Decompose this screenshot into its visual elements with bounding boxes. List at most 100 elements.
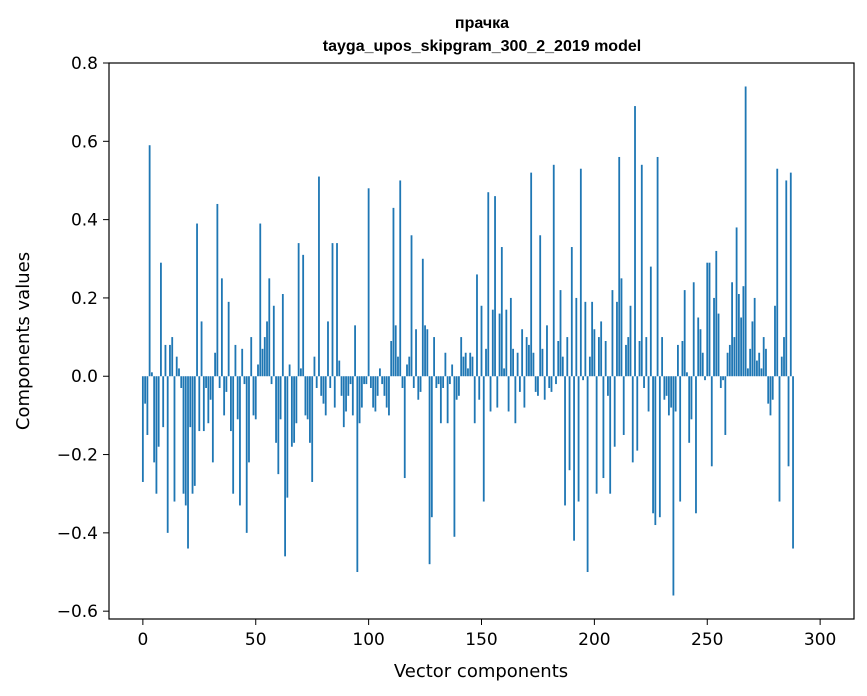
chart-title: прачка xyxy=(455,15,509,32)
x-tick-label: 50 xyxy=(245,630,267,650)
bar xyxy=(643,376,645,388)
bar xyxy=(241,348,244,377)
bar xyxy=(667,376,670,416)
bar xyxy=(746,368,749,377)
bar xyxy=(279,376,282,420)
bar xyxy=(503,368,505,377)
bar xyxy=(444,352,447,377)
bar xyxy=(433,337,435,377)
bar xyxy=(421,258,424,377)
bar xyxy=(306,376,309,420)
bar xyxy=(762,337,765,377)
bar xyxy=(498,313,501,377)
bar xyxy=(719,376,722,388)
bar xyxy=(647,376,650,412)
bar xyxy=(446,376,449,424)
bar xyxy=(767,376,770,404)
x-tick-label: 150 xyxy=(465,630,497,650)
bar xyxy=(272,305,275,377)
bar xyxy=(439,376,442,424)
bar xyxy=(557,341,560,377)
bar xyxy=(722,376,724,381)
bar xyxy=(200,321,203,377)
bar xyxy=(383,376,386,396)
bar xyxy=(281,294,284,377)
bar xyxy=(677,344,679,377)
bar xyxy=(656,156,659,377)
bar xyxy=(735,227,738,377)
bar xyxy=(570,247,573,377)
y-tick-label: −0.2 xyxy=(57,446,98,466)
bar xyxy=(582,376,584,381)
bar xyxy=(670,376,673,408)
bar xyxy=(338,360,341,377)
bar xyxy=(658,376,661,518)
bar xyxy=(649,266,652,377)
bar xyxy=(701,352,704,377)
bar xyxy=(263,337,266,377)
y-axis-label: Components values xyxy=(13,252,34,430)
bar xyxy=(277,376,280,475)
bar xyxy=(299,368,302,377)
bar xyxy=(609,376,612,494)
bar xyxy=(672,376,675,596)
bar xyxy=(695,376,697,514)
bar xyxy=(546,325,548,377)
bar xyxy=(749,348,752,377)
bar xyxy=(789,172,792,377)
bar xyxy=(209,376,212,400)
bar xyxy=(528,344,530,377)
bar xyxy=(374,376,377,412)
bar xyxy=(234,344,237,377)
bar xyxy=(785,180,788,377)
bar xyxy=(214,352,217,377)
bar xyxy=(385,376,388,408)
bar xyxy=(155,376,158,494)
bar xyxy=(342,376,345,428)
bar xyxy=(333,376,336,408)
bar xyxy=(744,86,747,377)
bar xyxy=(566,337,569,377)
bar xyxy=(297,243,300,377)
bar xyxy=(309,376,311,443)
bar xyxy=(169,344,171,377)
bar xyxy=(448,376,451,385)
bar xyxy=(543,376,546,400)
bar xyxy=(392,207,395,377)
bar xyxy=(737,294,740,377)
bar xyxy=(178,368,180,377)
bar xyxy=(611,290,614,377)
bar xyxy=(740,317,743,377)
bar xyxy=(184,376,187,506)
bar xyxy=(236,376,239,420)
bar xyxy=(354,325,356,377)
bar xyxy=(266,321,268,377)
bar xyxy=(586,376,589,573)
bar xyxy=(539,235,542,377)
bar xyxy=(645,337,648,377)
bar xyxy=(485,348,487,377)
bar xyxy=(473,376,476,424)
bar xyxy=(379,368,381,377)
bar xyxy=(458,376,460,396)
bar xyxy=(760,368,763,377)
bar xyxy=(616,301,618,377)
bar xyxy=(518,376,521,392)
bar xyxy=(162,376,165,428)
bar xyxy=(376,376,379,396)
bar xyxy=(674,376,677,412)
bar xyxy=(406,364,408,377)
bar xyxy=(613,376,616,447)
bar xyxy=(706,262,709,377)
bar xyxy=(555,376,557,385)
bar xyxy=(351,376,354,416)
bar xyxy=(494,196,496,377)
bar xyxy=(742,286,745,377)
bar xyxy=(640,164,643,377)
bar xyxy=(390,341,393,377)
bar xyxy=(512,348,515,377)
bars-group xyxy=(141,86,794,596)
bar xyxy=(713,297,715,377)
bar xyxy=(552,164,555,377)
x-axis-label: Vector components xyxy=(394,661,568,682)
